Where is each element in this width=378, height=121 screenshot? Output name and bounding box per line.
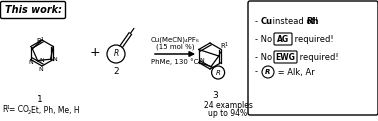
- Text: 2: 2: [28, 110, 31, 115]
- Text: +: +: [90, 46, 100, 60]
- Text: Cu(MeCN)₄PF₆: Cu(MeCN)₄PF₆: [150, 37, 199, 43]
- Text: instead of: instead of: [270, 16, 317, 26]
- Text: N: N: [39, 67, 43, 72]
- Text: R: R: [36, 38, 41, 44]
- Text: 1: 1: [225, 42, 228, 47]
- Text: = CO: = CO: [9, 106, 29, 114]
- Text: R: R: [216, 70, 220, 76]
- Text: - No: - No: [255, 34, 275, 44]
- Text: 1: 1: [37, 95, 43, 103]
- FancyBboxPatch shape: [274, 33, 292, 45]
- Text: R: R: [2, 106, 8, 114]
- Text: R: R: [221, 43, 226, 49]
- Text: R: R: [265, 69, 271, 75]
- Text: Cu: Cu: [261, 16, 273, 26]
- Text: N: N: [28, 60, 33, 65]
- Text: 2: 2: [113, 67, 119, 76]
- Text: required!: required!: [297, 53, 339, 61]
- Text: up to 94%: up to 94%: [208, 109, 248, 117]
- FancyBboxPatch shape: [248, 1, 378, 115]
- Text: PhMe, 130 °C: PhMe, 130 °C: [151, 59, 199, 65]
- Text: 1: 1: [6, 105, 9, 110]
- Text: EWG: EWG: [275, 53, 295, 61]
- Text: Et, Ph, Me, H: Et, Ph, Me, H: [31, 106, 80, 114]
- FancyBboxPatch shape: [0, 1, 65, 19]
- Text: R: R: [113, 49, 119, 58]
- Text: !: !: [315, 16, 318, 26]
- Text: 3: 3: [212, 91, 218, 99]
- Text: N: N: [200, 58, 204, 64]
- Text: 1: 1: [40, 37, 43, 42]
- Text: - No: - No: [255, 53, 275, 61]
- Text: (15 mol %): (15 mol %): [156, 44, 194, 50]
- Text: This work:: This work:: [5, 5, 62, 15]
- Text: = Alk, Ar: = Alk, Ar: [275, 68, 315, 76]
- Text: N: N: [39, 58, 44, 63]
- Text: Rh: Rh: [306, 16, 319, 26]
- FancyBboxPatch shape: [274, 51, 297, 63]
- Text: -: -: [255, 68, 258, 76]
- Text: AG: AG: [277, 34, 289, 44]
- Text: -: -: [255, 16, 260, 26]
- Text: N: N: [52, 57, 57, 62]
- Text: required!: required!: [292, 34, 334, 44]
- Text: 24 examples: 24 examples: [204, 101, 253, 110]
